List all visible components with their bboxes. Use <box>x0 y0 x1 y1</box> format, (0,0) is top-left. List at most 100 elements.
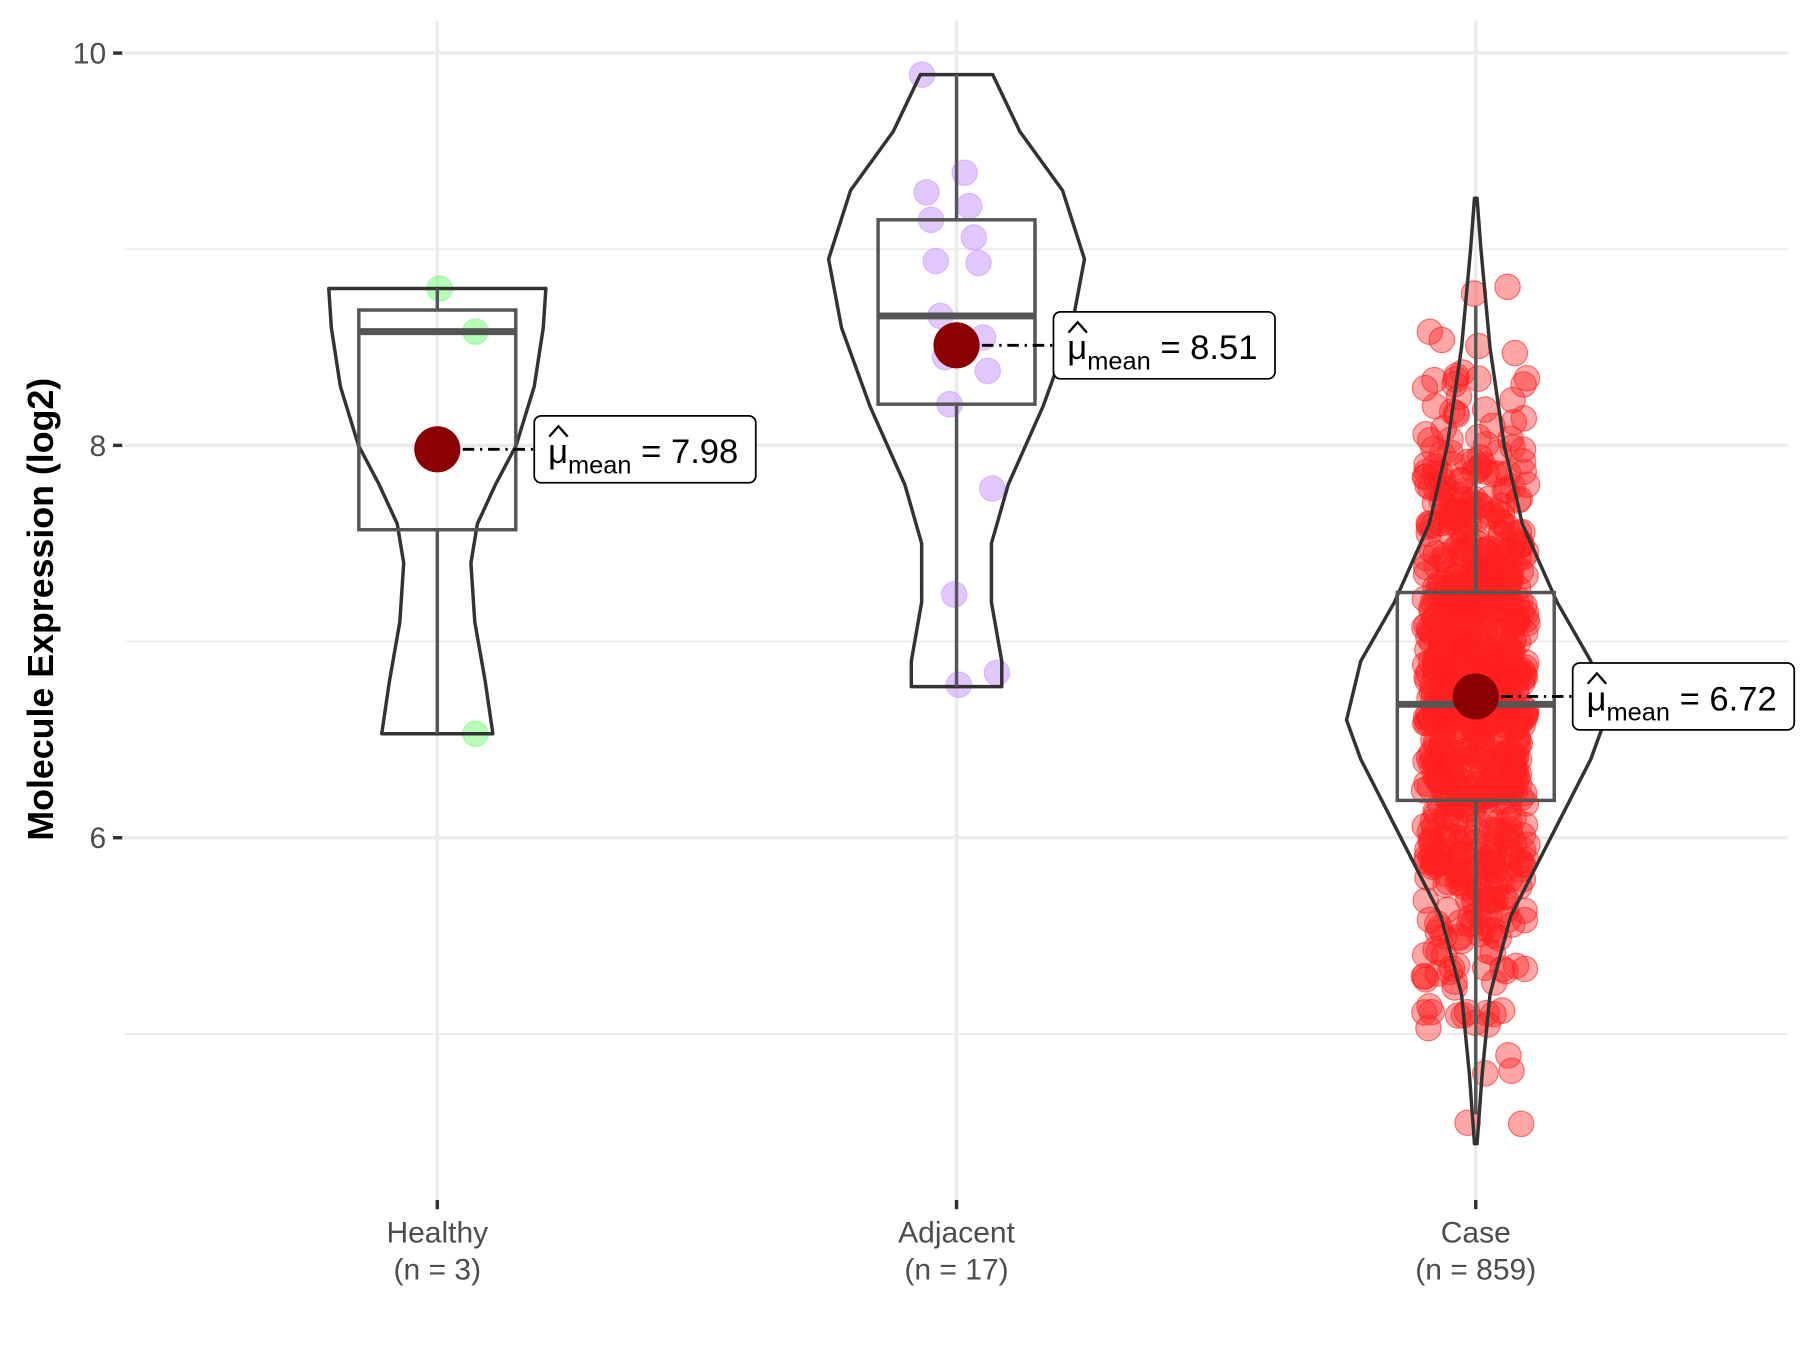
data-point <box>1466 444 1494 471</box>
y-axis: 6 8 10 <box>73 37 123 855</box>
data-point <box>1460 589 1488 616</box>
data-point <box>1488 735 1515 762</box>
data-point <box>1465 423 1492 451</box>
data-point <box>965 249 992 277</box>
data-point <box>1507 707 1535 735</box>
data-point <box>1494 273 1521 301</box>
mean-label-box <box>1571 662 1796 731</box>
data-point <box>1495 1041 1522 1069</box>
data-point <box>1411 999 1438 1026</box>
data-point <box>979 475 1006 502</box>
data-point <box>1477 766 1505 793</box>
data-point <box>1482 857 1509 885</box>
mean-dot <box>1452 673 1499 720</box>
data-point <box>1487 584 1515 612</box>
data-point <box>1499 386 1526 414</box>
data-point <box>1432 659 1459 687</box>
data-point <box>1457 606 1485 634</box>
data-point <box>1418 998 1445 1026</box>
hat-icon <box>1586 671 1608 685</box>
data-point <box>1445 861 1472 889</box>
data-point <box>1500 408 1528 436</box>
data-point <box>1488 492 1516 520</box>
box-iqr <box>876 218 1037 406</box>
data-point <box>1421 604 1448 632</box>
data-point <box>1424 643 1452 671</box>
data-point <box>1501 757 1528 784</box>
data-point <box>1493 770 1521 798</box>
violin-outline <box>826 72 1087 689</box>
data-point <box>1459 754 1486 781</box>
y-axis-title: Molecule Expression (log2) <box>21 378 61 841</box>
data-point <box>1429 825 1457 853</box>
mean-label: μmean = 8.51 <box>1067 329 1257 375</box>
data-point <box>955 192 983 220</box>
plot-marks: μmean = 7.98 μmean = 8.51 μmean = 6.72 <box>327 61 1796 1146</box>
data-point <box>1446 909 1474 936</box>
data-point <box>1503 608 1531 635</box>
data-point <box>1429 720 1456 747</box>
data-point <box>1453 536 1481 563</box>
data-point <box>1475 485 1503 512</box>
box-iqr <box>357 308 518 532</box>
data-point <box>1512 790 1540 817</box>
data-point <box>1411 813 1438 840</box>
data-point <box>1513 365 1541 392</box>
data-point <box>1419 808 1447 836</box>
data-point <box>1507 1110 1535 1138</box>
data-point <box>1465 365 1492 392</box>
data-point <box>1477 557 1504 585</box>
x-tick-count-label: (n = 859) <box>1415 1254 1536 1287</box>
data-point <box>1443 401 1471 429</box>
data-point <box>1504 575 1532 602</box>
violin-outline <box>327 286 548 736</box>
x-tick-label: Healthy <box>386 1217 488 1250</box>
data-point <box>1437 622 1464 650</box>
data-point <box>1415 1014 1442 1042</box>
data-point <box>945 671 973 698</box>
data-point <box>1467 632 1495 660</box>
data-points <box>908 61 1011 698</box>
data-point <box>1422 663 1449 691</box>
data-point <box>1513 606 1540 633</box>
data-point <box>1412 560 1440 588</box>
data-point <box>1466 559 1494 587</box>
data-point <box>913 179 940 206</box>
x-tick-count-label: (n = 17) <box>904 1254 1008 1287</box>
mean-dot <box>933 322 980 369</box>
data-point <box>1421 366 1448 394</box>
data-point <box>1475 535 1503 563</box>
data-point <box>922 247 950 275</box>
data-point <box>1487 507 1514 535</box>
data-point <box>1411 963 1438 990</box>
group-case: μmean = 6.72 <box>1344 196 1796 1146</box>
group-adjacent: μmean = 8.51 <box>826 61 1276 698</box>
mean-label-box <box>1052 311 1276 380</box>
data-point <box>1502 952 1530 980</box>
data-point <box>1412 966 1440 993</box>
data-point <box>1424 960 1452 987</box>
mean-label: μmean = 6.72 <box>1587 680 1777 726</box>
x-tick-label: Case <box>1441 1217 1511 1250</box>
x-tick-label: Adjacent <box>898 1217 1015 1250</box>
data-point <box>1511 663 1539 691</box>
data-point <box>960 224 988 251</box>
data-point <box>1413 553 1440 581</box>
mean-label: μmean = 7.98 <box>548 433 738 479</box>
data-point <box>1484 460 1511 487</box>
data-point <box>1472 783 1500 810</box>
data-point <box>1472 1060 1499 1087</box>
data-point <box>1490 664 1518 691</box>
y-tick-label: 8 <box>89 430 106 463</box>
data-point <box>1507 784 1535 812</box>
data-point <box>1425 767 1453 794</box>
hat-icon <box>548 424 569 438</box>
data-point <box>1478 816 1506 844</box>
mean-label-box <box>533 414 757 484</box>
data-point <box>1485 817 1513 844</box>
data-point <box>1453 998 1481 1026</box>
data-point <box>1501 339 1529 367</box>
hat-icon <box>1067 320 1088 334</box>
x-axis: Healthy (n = 3) Adjacent (n = 17) Case (n = 8… <box>386 1200 1536 1287</box>
